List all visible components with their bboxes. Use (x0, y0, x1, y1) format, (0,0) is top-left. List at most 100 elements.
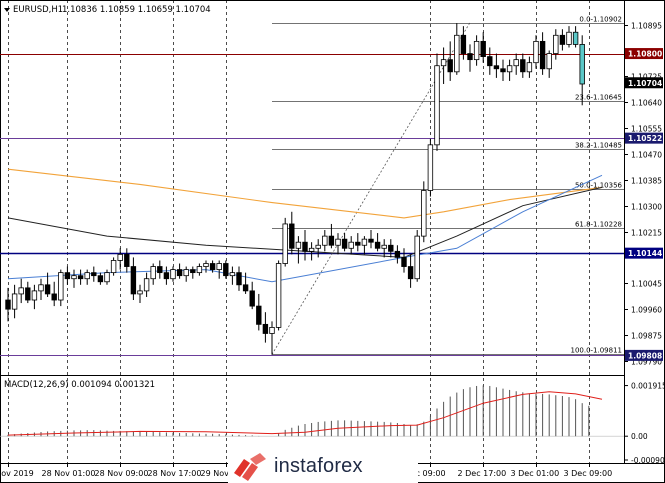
candle-body (361, 238, 368, 246)
time-label: 28 Nov 09:00 (95, 469, 149, 478)
candle-body (355, 241, 361, 246)
candle-body (91, 272, 97, 277)
fib-level-label: 23.6-1.10645 (575, 94, 622, 102)
candle-body (163, 272, 170, 280)
price-badge-label: 1.10704 (628, 79, 662, 88)
time-label: 3 Dec 01:00 (511, 469, 560, 478)
price-badge (625, 349, 663, 361)
price-badge (625, 247, 663, 259)
candle-body (289, 223, 295, 249)
candle-body (381, 244, 387, 249)
candle-body (209, 263, 216, 270)
candle-body (124, 253, 130, 267)
time-label: Dec 09:00 (405, 469, 446, 478)
candle-body (38, 284, 44, 292)
moving-average-orange (7, 168, 603, 219)
price-tick-label: 1.09790 (631, 358, 662, 367)
candle-body (216, 263, 222, 270)
fib-level-label: 100.0-1.09811 (570, 347, 622, 355)
price-tick-label: 1.09960 (631, 306, 662, 315)
candle-body (533, 40, 539, 64)
macd-signal-line (7, 391, 603, 436)
candle-body (130, 266, 137, 295)
candle-body (269, 327, 275, 334)
price-badge (625, 48, 663, 60)
fib-level-label: 61.8-1.10228 (575, 221, 622, 229)
candle-body (11, 293, 18, 310)
candle-body (473, 40, 480, 61)
candle-body (572, 31, 579, 45)
candles (5, 23, 585, 355)
price-badge-label: 1.09808 (628, 351, 662, 360)
candle-body (579, 44, 585, 85)
macd-label: MACD(12,26,9) 0.001094 0.001321 (4, 380, 155, 390)
watermark-text: instaforex (274, 454, 363, 477)
candle-body (183, 269, 189, 277)
candle-body (137, 290, 143, 295)
candle-body (407, 266, 414, 280)
candle-body (236, 272, 242, 286)
moving-averages (7, 168, 603, 283)
candle-body (223, 263, 229, 277)
collapse-triangle-icon[interactable] (4, 8, 10, 12)
candle-body (31, 290, 38, 301)
candle-body (256, 305, 262, 325)
candle-body (440, 59, 447, 67)
candle-body (401, 257, 407, 267)
candle-body (196, 266, 203, 274)
candle-body (275, 263, 282, 328)
candle-body (203, 263, 209, 267)
price-tick-label: 1.10045 (631, 280, 662, 289)
candle-body (25, 287, 31, 301)
price-badge (625, 132, 663, 144)
price-badge-label: 1.10800 (628, 50, 662, 59)
fib-level-label: 50.0-1.10356 (575, 182, 623, 190)
price-tick-label: 1.10640 (631, 99, 662, 108)
time-label: 29 Nov 01 (201, 469, 242, 478)
candle-body (434, 65, 440, 146)
candle-body (341, 238, 348, 249)
candle-body (348, 241, 354, 249)
candle-body (229, 272, 236, 277)
candle-body (447, 59, 453, 73)
price-tick-label: 1.10725 (631, 73, 662, 82)
price-tick-label: 1.10895 (631, 22, 662, 31)
price-badge-label: 1.10522 (628, 134, 662, 143)
macd-indicator (0, 385, 624, 437)
candle-body (368, 238, 374, 243)
candle-body (513, 59, 519, 67)
candle-body (414, 235, 420, 280)
candle-body (97, 275, 104, 283)
candle-body (480, 40, 486, 57)
candle-body (559, 34, 566, 45)
candle-body (421, 190, 427, 237)
candle-body (18, 287, 24, 295)
candle-body (249, 290, 255, 307)
candle-body (44, 284, 51, 295)
fibonacci-retracement[interactable]: 0.0-1.10902 23.6-1.10645 38.2-1.10485 50.0-… (271, 16, 624, 355)
price-tick-label: 1.10300 (631, 203, 662, 212)
candle-body (500, 68, 506, 73)
candle-body (566, 31, 572, 45)
price-tick-label: 1.10215 (631, 229, 662, 238)
macd-tick-label: -0.000900 (631, 456, 665, 465)
candle-body (5, 299, 11, 310)
candle-body (553, 34, 559, 54)
macd-tick-label: 0.001915 (631, 382, 665, 391)
candle-body (295, 241, 302, 249)
symbol-header: EURUSD,H1 1.10836 1.10859 1.10659 1.1070… (4, 5, 211, 15)
candle-body (110, 260, 117, 274)
price-tick-label: 1.10470 (631, 151, 662, 160)
candle-body (526, 62, 533, 73)
candle-body (487, 56, 493, 67)
time-label: 28 Nov 17:00 (148, 469, 202, 478)
fib-level-label: 38.2-1.10485 (575, 142, 622, 150)
candle-body (282, 223, 288, 264)
candle-body (64, 272, 71, 280)
macd-tick-label: 0.00 (631, 432, 648, 441)
time-label: 28 Nov 01:00 (42, 469, 96, 478)
price-badge (625, 77, 663, 89)
time-label: 27 Nov 2019 (0, 469, 34, 478)
